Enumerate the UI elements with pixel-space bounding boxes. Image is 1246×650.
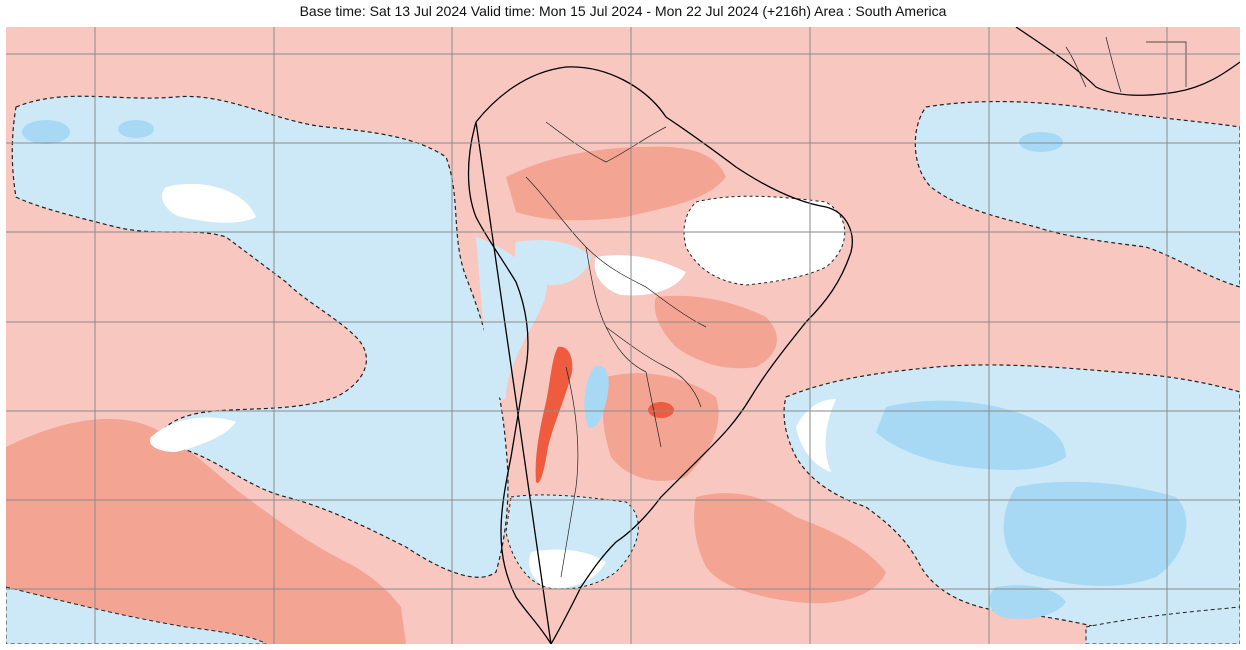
map-grid [6,27,1240,644]
cool-anomaly-bolivia [515,240,591,286]
cool-anomaly-south-edge-east [1085,606,1240,644]
cool-pocket-atlantic-2 [1003,481,1187,587]
warm-anomaly-atlantic-coast [694,493,886,604]
neutral-zone-brazil-east [683,195,846,286]
cool-pocket-north-atlantic [1019,132,1063,152]
neutral-rim-pacific-2 [150,417,236,452]
cool-anomaly-argentina-lake [584,365,609,428]
cool-anomaly-south-edge [6,586,267,644]
neutral-zone-brazil-center [594,255,686,296]
cool-pocket-atlantic-1 [876,400,1066,470]
cool-pocket-1 [22,120,70,144]
cool-anomaly-north-atlantic [914,100,1240,288]
neutral-rim-pacific [161,183,256,223]
anomaly-map-svg [6,27,1240,644]
neutral-rim-atlantic [796,399,836,472]
warm-anomaly-paraguay [602,373,719,481]
anomaly-map [6,27,1240,644]
map-title: Base time: Sat 13 Jul 2024 Valid time: M… [299,3,947,19]
coastline-south-america [467,66,853,644]
warm-anomaly-central [654,295,777,369]
cool-pocket-2 [118,120,154,138]
cool-anomaly-pacific [11,95,509,578]
cool-pocket-atlantic-3 [989,585,1066,619]
warm-anomaly-brazil-north [506,146,726,221]
warm-anomaly-paraguay-strong [648,402,674,418]
warm-anomaly-andes-strong [535,346,573,483]
africa-borders [1065,36,1187,93]
warm-anomaly-south-pacific [6,418,406,644]
country-borders [525,121,707,578]
